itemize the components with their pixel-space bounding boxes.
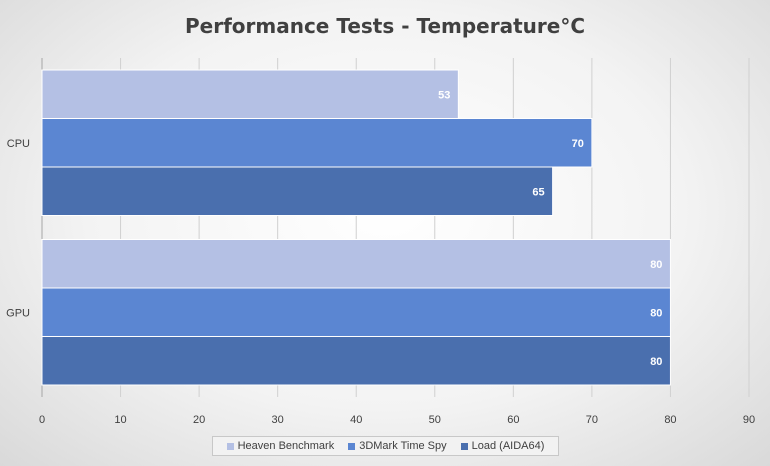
y-category-label: CPU xyxy=(7,138,30,150)
bar xyxy=(41,287,671,337)
bar xyxy=(41,166,554,216)
data-label: 80 xyxy=(650,356,662,368)
legend-swatch-heaven xyxy=(226,442,234,450)
bar xyxy=(41,118,593,168)
legend-item-aida64: Load (AIDA64) xyxy=(460,440,545,452)
chart-title: Performance Tests - Temperature°C xyxy=(184,14,586,38)
x-tick-label: 20 xyxy=(193,414,205,426)
legend: Heaven Benchmark 3DMark Time Spy Load (A… xyxy=(212,436,559,456)
x-tick-label: 40 xyxy=(350,414,362,426)
x-tick-label: 50 xyxy=(429,414,441,426)
legend-label-heaven: Heaven Benchmark xyxy=(237,440,335,452)
data-label: 53 xyxy=(438,89,450,101)
x-tick-label: 60 xyxy=(507,414,519,426)
data-label: 80 xyxy=(650,307,662,319)
bar xyxy=(41,69,459,119)
y-category-label: GPU xyxy=(6,307,30,319)
x-tick-label: 10 xyxy=(114,414,126,426)
legend-label-3dmark: 3DMark Time Spy xyxy=(359,440,447,452)
legend-swatch-3dmark xyxy=(348,442,356,450)
x-tick-label: 90 xyxy=(743,414,755,426)
x-tick-label: 0 xyxy=(39,414,45,426)
x-tick-label: 30 xyxy=(272,414,284,426)
legend-swatch-aida64 xyxy=(460,442,468,450)
x-tick-label: 80 xyxy=(664,414,676,426)
data-label: 65 xyxy=(532,186,544,198)
data-label: 70 xyxy=(572,138,584,150)
legend-item-heaven: Heaven Benchmark xyxy=(226,440,335,452)
legend-label-aida64: Load (AIDA64) xyxy=(471,440,545,452)
x-tick-label: 70 xyxy=(586,414,598,426)
bar xyxy=(41,239,671,289)
data-label: 80 xyxy=(650,259,662,271)
legend-item-3dmark: 3DMark Time Spy xyxy=(348,440,447,452)
bar xyxy=(41,336,671,386)
